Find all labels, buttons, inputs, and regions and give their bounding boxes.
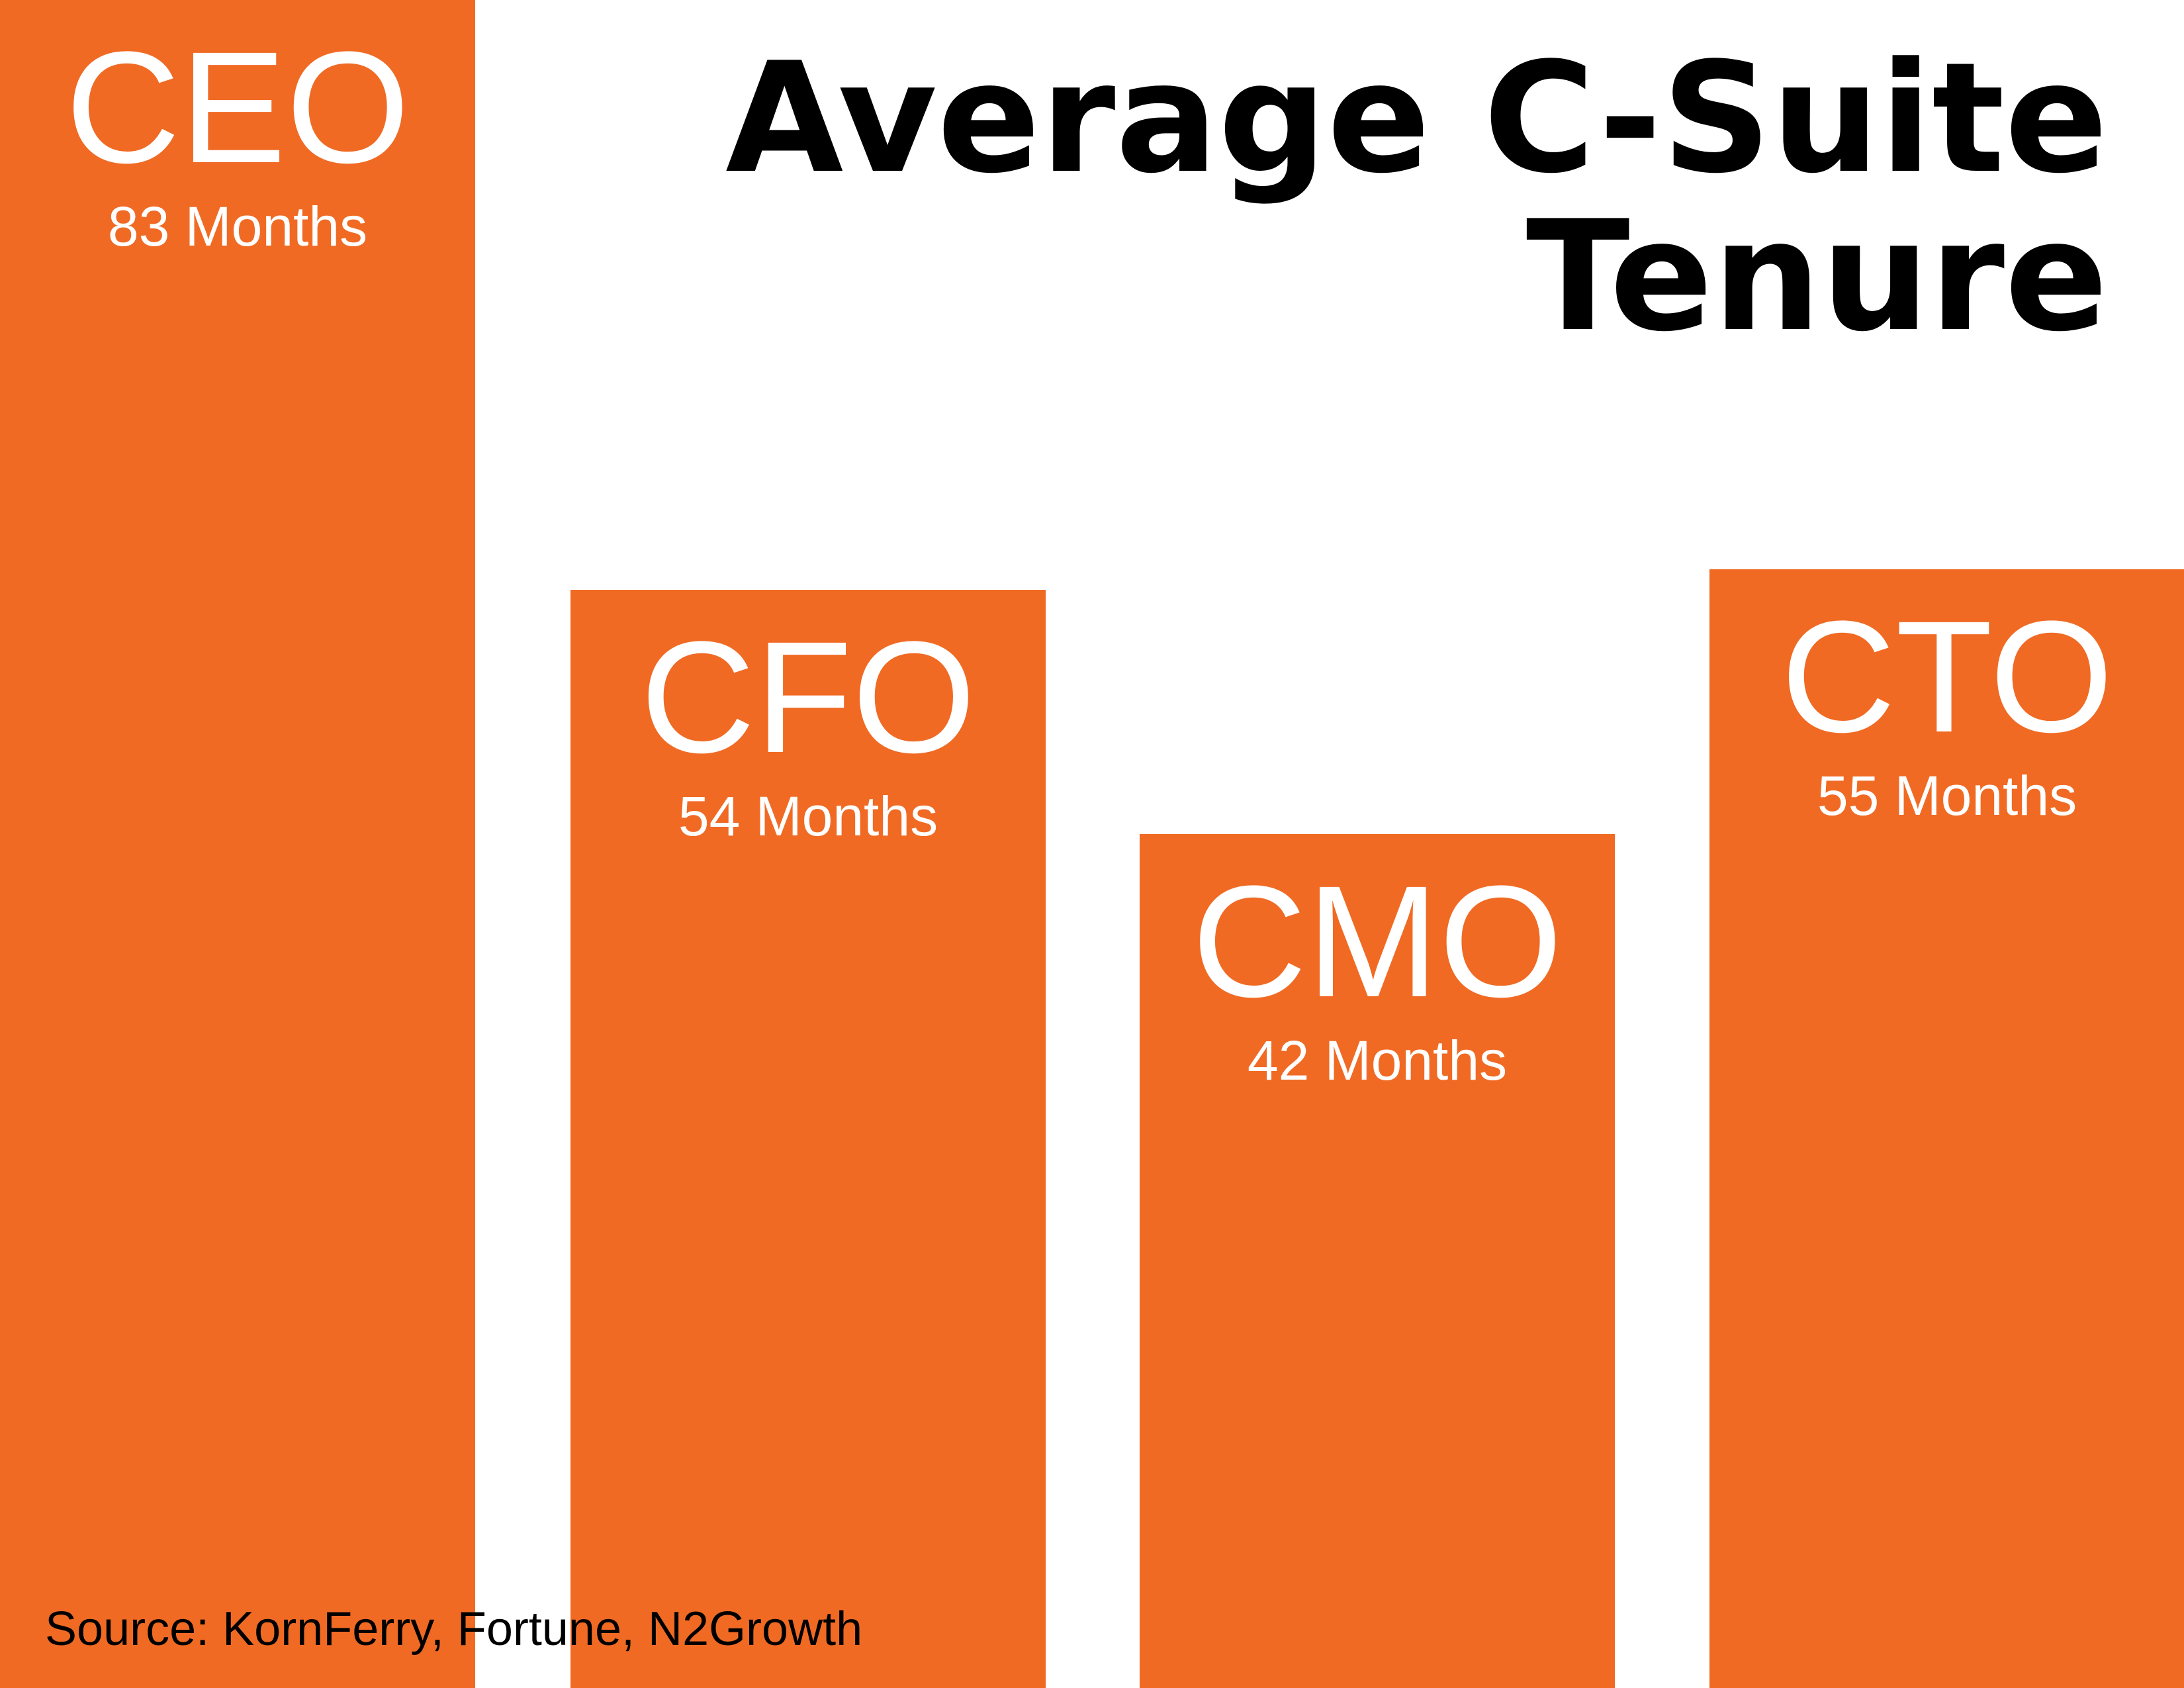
bar-label-ceo: CEO bbox=[65, 19, 410, 196]
bar-label-cmo: CMO bbox=[1192, 853, 1563, 1030]
chart-title-line-2: Tenure bbox=[1525, 189, 2108, 366]
bar-value-ceo: 83 Months bbox=[107, 195, 368, 258]
bar-ceo: CEO 83 Months bbox=[0, 0, 475, 1688]
bar-label-cfo: CFO bbox=[640, 608, 976, 786]
bar-cfo: CFO 54 Months bbox=[570, 590, 1046, 1688]
bar-value-cmo: 42 Months bbox=[1247, 1029, 1508, 1092]
bar-label-cto: CTO bbox=[1780, 588, 2114, 765]
bar-cmo: CMO 42 Months bbox=[1140, 834, 1615, 1688]
source-note: Source: KornFerry, Fortune, N2Growth bbox=[45, 1603, 863, 1656]
bar-value-cfo: 54 Months bbox=[678, 785, 938, 847]
chart-title: Average C-Suite Tenure bbox=[652, 30, 2108, 366]
bar-cto: CTO 55 Months bbox=[1709, 569, 2184, 1688]
chart-title-line-1: Average C-Suite bbox=[725, 30, 2108, 207]
bar-value-cto: 55 Months bbox=[1817, 765, 2077, 827]
